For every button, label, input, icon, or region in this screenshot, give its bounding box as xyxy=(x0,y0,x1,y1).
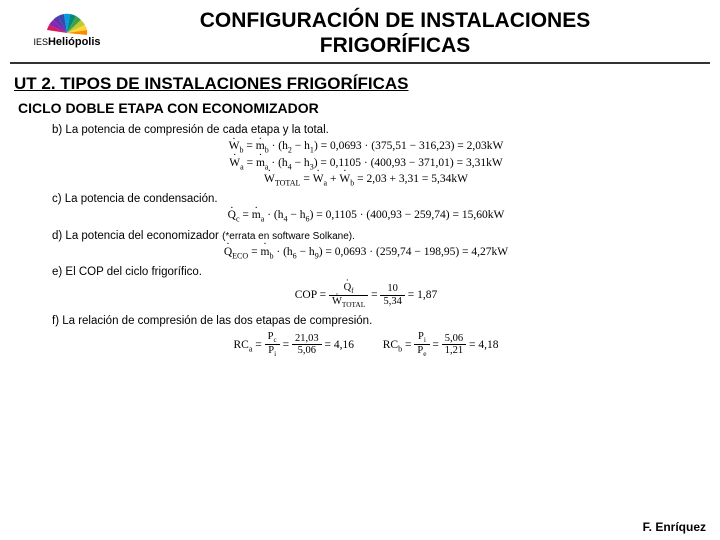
logo-fan-icon xyxy=(45,9,89,35)
logo-text: IESHeliópolis xyxy=(33,36,100,48)
eq-rc: RCa = PcPi = 21,035,06 = 4,16 RCb = PiPe… xyxy=(52,331,680,358)
eq-cop: COP = QfWTOTAL = 105,34 = 1,87 xyxy=(52,282,680,309)
unit-subtitle: UT 2. TIPOS DE INSTALACIONES FRIGORÍFICA… xyxy=(14,74,706,94)
item-d-label: d) La potencia del economizador (*errata… xyxy=(52,230,680,242)
item-b-label: b) La potencia de compresión de cada eta… xyxy=(52,124,680,136)
item-e-label: e) El COP del ciclo frigorífico. xyxy=(52,266,680,278)
eq-wa: Wa = ma · (h4 − h3) = 0,1105 · (400,93 −… xyxy=(52,157,680,171)
title-line-2: FRIGORÍFICAS xyxy=(320,34,471,57)
content-body: b) La potencia de compresión de cada eta… xyxy=(0,124,720,358)
item-c-label: c) La potencia de condensación. xyxy=(52,193,680,205)
page-header: IESHeliópolis CONFIGURACIÓN DE INSTALACI… xyxy=(10,0,710,64)
page-title: CONFIGURACIÓN DE INSTALACIONES FRIGORÍFI… xyxy=(112,8,698,58)
item-f-label: f) La relación de compresión de las dos … xyxy=(52,315,680,327)
eq-wb: Wb = mb · (h2 − h1) = 0,0693 · (375,51 −… xyxy=(52,140,680,154)
logo: IESHeliópolis xyxy=(22,9,112,57)
item-d-note: (*errata en software Solkane). xyxy=(222,231,355,242)
eq-wtotal: WTOTAL = Wa + Wb = 2,03 + 3,31 = 5,34kW xyxy=(52,173,680,187)
author-footer: F. Enríquez xyxy=(643,520,706,534)
section-title: CICLO DOBLE ETAPA CON ECONOMIZADOR xyxy=(18,100,702,116)
title-line-1: CONFIGURACIÓN DE INSTALACIONES xyxy=(200,9,590,32)
eq-qeco: QECO = mb · (h6 − h9) = 0,0693 · (259,74… xyxy=(52,246,680,260)
fan-svg xyxy=(45,9,89,35)
logo-name: Heliópolis xyxy=(48,36,101,48)
logo-ies: IES xyxy=(33,37,48,47)
eq-qc: Qc = ma · (h4 − h6) = 0,1105 · (400,93 −… xyxy=(52,209,680,223)
